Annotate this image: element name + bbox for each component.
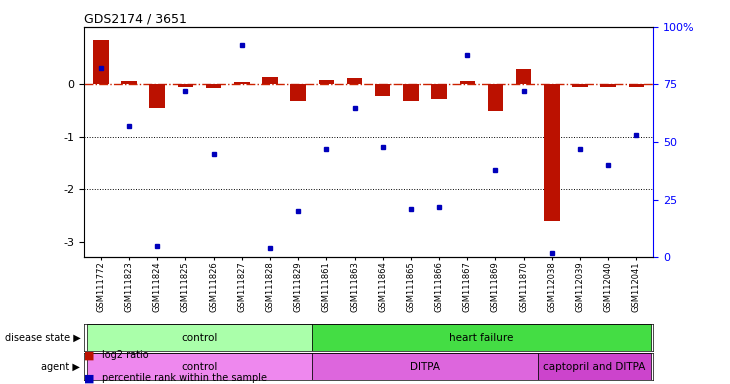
- Bar: [312, 324, 650, 351]
- Text: heart failure: heart failure: [449, 333, 514, 343]
- Bar: [177, 84, 193, 87]
- Bar: [629, 84, 644, 86]
- Bar: [262, 77, 277, 84]
- Text: control: control: [181, 362, 218, 372]
- Bar: [93, 40, 109, 84]
- Bar: [403, 84, 419, 101]
- Bar: [572, 84, 588, 87]
- Bar: [375, 84, 391, 96]
- Text: agent ▶: agent ▶: [42, 362, 80, 372]
- Bar: [544, 84, 560, 221]
- Bar: [538, 353, 650, 380]
- Bar: [601, 84, 616, 87]
- Bar: [516, 69, 531, 84]
- Bar: [291, 84, 306, 101]
- Text: percentile rank within the sample: percentile rank within the sample: [102, 373, 267, 383]
- Text: GDS2174 / 3651: GDS2174 / 3651: [84, 13, 187, 26]
- Bar: [431, 84, 447, 99]
- Bar: [460, 81, 475, 84]
- Bar: [87, 353, 312, 380]
- Bar: [347, 78, 362, 84]
- Bar: [234, 82, 250, 84]
- Text: ■: ■: [84, 373, 94, 383]
- Bar: [121, 81, 137, 84]
- Text: captopril and DITPA: captopril and DITPA: [543, 362, 645, 372]
- Text: disease state ▶: disease state ▶: [4, 333, 80, 343]
- Text: log2 ratio: log2 ratio: [102, 350, 149, 360]
- Bar: [150, 84, 165, 108]
- Bar: [206, 84, 221, 88]
- Bar: [312, 353, 538, 380]
- Bar: [318, 80, 334, 84]
- Bar: [87, 324, 312, 351]
- Text: DITPA: DITPA: [410, 362, 440, 372]
- Text: control: control: [181, 333, 218, 343]
- Text: ■: ■: [84, 350, 94, 360]
- Bar: [488, 84, 503, 111]
